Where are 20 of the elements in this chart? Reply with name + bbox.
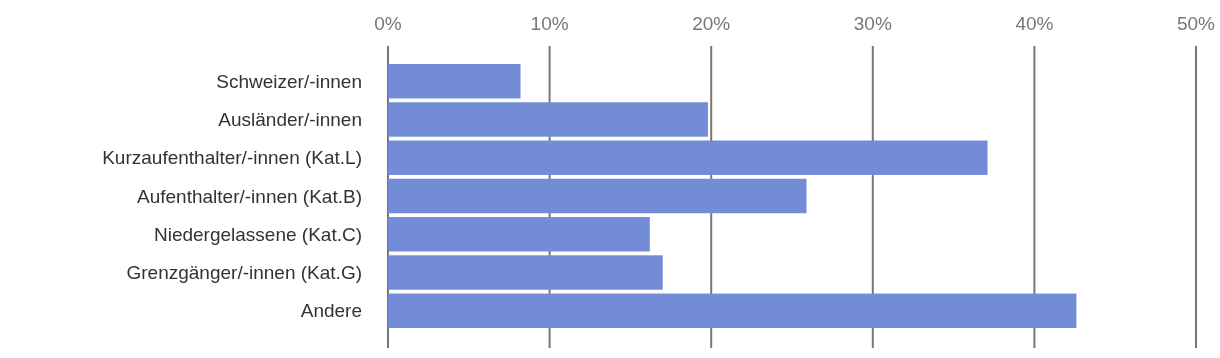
- y-tick-label: Schweizer/-innen: [216, 70, 362, 92]
- bar: [388, 293, 1077, 328]
- y-tick-label: Ausländer/-innen: [218, 109, 362, 131]
- y-tick-label: Kurzaufenthalter/-innen (Kat.L): [102, 147, 362, 169]
- x-tick-label: 10%: [530, 13, 569, 34]
- x-tick-label: 30%: [853, 13, 892, 34]
- bar: [388, 102, 708, 137]
- bar: [388, 217, 650, 252]
- bar: [388, 64, 521, 99]
- bar: [388, 140, 988, 175]
- x-tick-label: 20%: [692, 13, 731, 34]
- bar: [388, 255, 663, 290]
- y-tick-label: Aufenthalter/-innen (Kat.B): [137, 185, 362, 207]
- y-tick-label: Andere: [300, 300, 362, 322]
- x-tick-label: 50%: [1176, 13, 1216, 34]
- x-tick-label: 0%: [374, 13, 402, 34]
- bar: [388, 178, 807, 214]
- y-tick-label: Grenzgänger/-innen (Kat.G): [126, 262, 362, 284]
- x-tick-label: 40%: [1015, 13, 1054, 34]
- y-tick-label: Niedergelassene (Kat.C): [153, 223, 362, 245]
